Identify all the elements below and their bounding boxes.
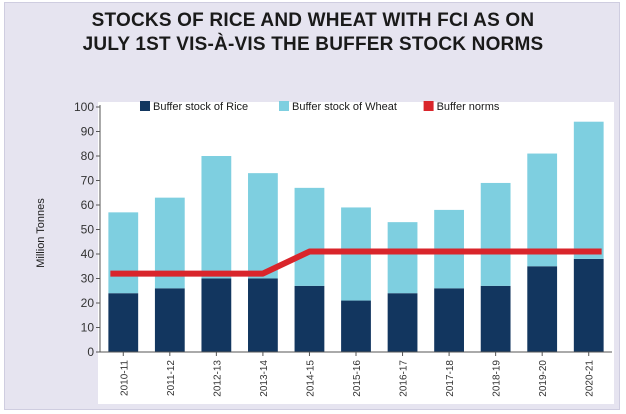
y-tick-label: 60 (81, 198, 95, 212)
bar-rice (341, 300, 371, 352)
legend-label-norms: Buffer norms (437, 101, 500, 113)
bar-wheat (248, 173, 278, 279)
bar-wheat (527, 153, 558, 267)
y-axis-label: Million Tonnes (35, 198, 47, 268)
chart-title: STOCKS OF RICE AND WHEAT WITH FCI AS ON … (5, 9, 621, 57)
y-tick-label: 50 (81, 223, 95, 237)
legend: Buffer stock of Rice Buffer stock of Whea… (140, 101, 500, 113)
x-tick-label: 2011-12 (166, 360, 177, 396)
y-tick-label: 30 (81, 272, 95, 286)
buffer-norms-polyline (110, 248, 602, 277)
x-tick-label: 2014-15 (305, 360, 316, 397)
bar-rice (201, 278, 232, 352)
x-tick-label: 2013-14 (259, 360, 270, 397)
y-tick-label: 20 (81, 296, 95, 310)
y-tick-label: 40 (81, 247, 95, 261)
bar-rice (387, 293, 418, 352)
chart-title-line-1: STOCKS OF RICE AND WHEAT WITH FCI AS ON (91, 10, 535, 31)
y-axis: 0 10 20 30 40 50 60 70 80 90 100 (74, 100, 101, 359)
legend-swatch-wheat (279, 101, 289, 111)
y-tick-label: 100 (74, 100, 94, 114)
y-tick-label: 0 (87, 345, 94, 359)
y-tick-label: 10 (81, 321, 95, 335)
x-tick-label: 2020-21 (585, 360, 596, 397)
bar-wheat (108, 212, 139, 294)
legend-swatch-norms (423, 101, 434, 111)
bar-rice (527, 266, 558, 352)
bar-rice (434, 288, 464, 352)
x-tick-label: 2019-20 (538, 360, 549, 397)
bar-wheat (573, 121, 604, 259)
bar-wheat (201, 156, 232, 279)
x-axis: 2010-11 2011-12 2012-13 2013-14 2014-15 2015-… (100, 351, 612, 397)
y-tick-label: 80 (81, 149, 95, 163)
buffer-norms-line (110, 248, 602, 277)
bar-wheat (387, 222, 418, 294)
legend-label-wheat: Buffer stock of Wheat (292, 101, 397, 113)
chart-title-line-2: JULY 1ST VIS-À-VIS THE BUFFER STOCK NORM… (82, 34, 544, 55)
bar-rice (573, 258, 604, 352)
bar-rice (108, 293, 139, 352)
y-tick-label: 90 (81, 125, 95, 139)
bar-rice (480, 285, 511, 352)
x-tick-label: 2010-11 (119, 360, 130, 396)
x-tick-label: 2015-16 (352, 360, 363, 397)
bar-rice (294, 285, 325, 352)
bar-rice (154, 288, 185, 352)
x-tick-label: 2012-13 (212, 360, 223, 397)
y-tick-label: 70 (81, 174, 95, 188)
bars (108, 121, 604, 352)
bar-wheat (480, 182, 511, 286)
x-tick-label: 2018-19 (492, 360, 503, 397)
legend-swatch-rice (140, 101, 150, 111)
bar-wheat (294, 187, 325, 286)
bar-rice (248, 278, 278, 352)
x-tick-label: 2016-17 (399, 360, 410, 397)
legend-label-rice: Buffer stock of Rice (153, 101, 248, 113)
x-tick-label: 2017-18 (445, 360, 456, 397)
